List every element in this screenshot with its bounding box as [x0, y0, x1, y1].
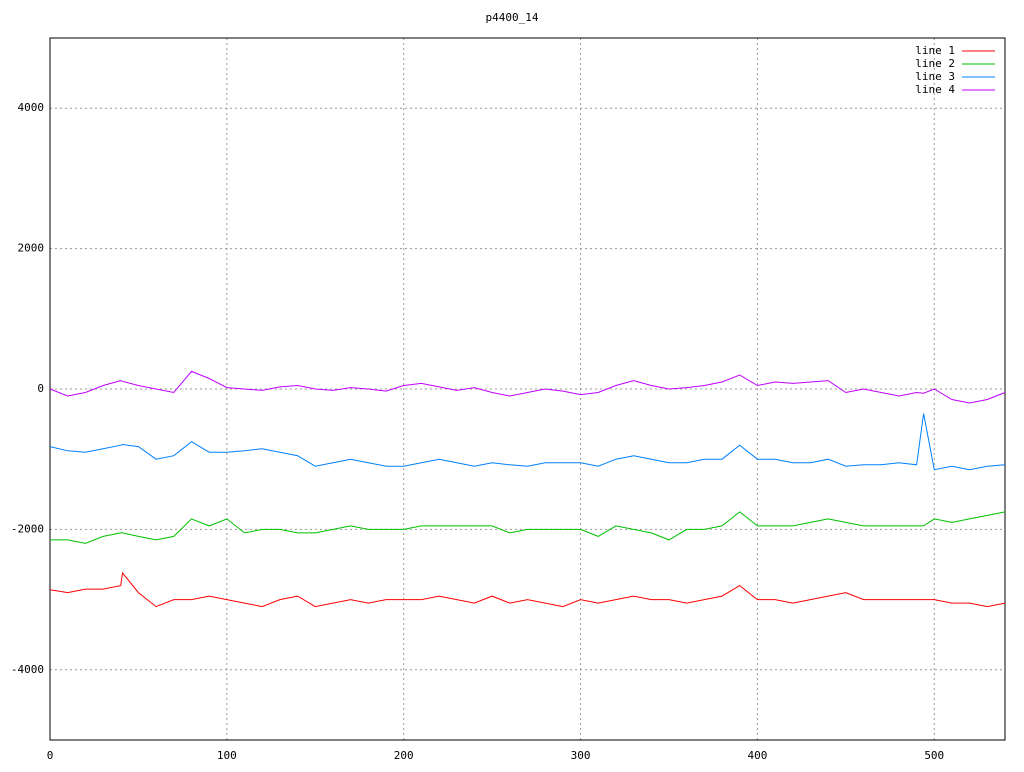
y-tick-label: -2000	[11, 522, 44, 535]
x-tick-label: 300	[571, 749, 591, 762]
x-tick-label: 0	[47, 749, 54, 762]
x-tick-label: 400	[747, 749, 767, 762]
legend-label: line 1	[915, 44, 955, 57]
data-line	[49, 413, 1006, 471]
data-line	[49, 571, 1006, 608]
y-tick-label: 0	[37, 382, 44, 395]
legend-label: line 2	[915, 57, 955, 70]
chart-title: p4400_14	[486, 11, 539, 24]
x-tick-label: 500	[924, 749, 944, 762]
y-tick-label: -4000	[11, 663, 44, 676]
data-line	[50, 511, 1006, 544]
x-tick-label: 200	[394, 749, 414, 762]
legend-label: line 4	[915, 83, 955, 96]
y-tick-label: 4000	[18, 101, 45, 114]
y-tick-label: 2000	[18, 242, 45, 255]
x-tick-label: 100	[217, 749, 237, 762]
data-line	[49, 370, 1006, 404]
legend-label: line 3	[915, 70, 955, 83]
